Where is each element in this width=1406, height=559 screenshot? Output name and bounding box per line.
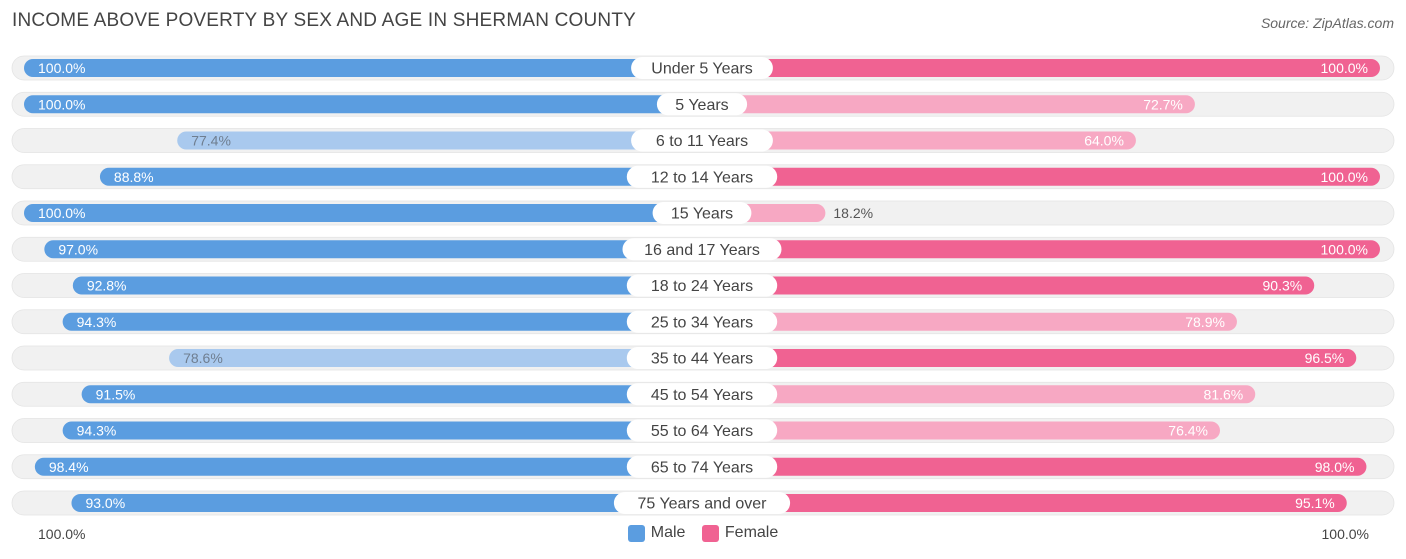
value-label-male: 94.3% (77, 423, 117, 439)
bar-male (99, 167, 703, 186)
legend-label-female: Female (724, 524, 779, 541)
value-label-male: 92.8% (87, 278, 127, 294)
value-label-female: 95.1% (1295, 495, 1335, 511)
value-label-male: 100.0% (38, 96, 85, 112)
category-label: 6 to 11 Years (656, 133, 748, 150)
source-credit: Source: ZipAtlas.com (1260, 15, 1394, 31)
legend-swatch-male (627, 524, 645, 542)
bar-female (702, 421, 1220, 440)
bar-female (702, 167, 1380, 186)
bar-female (702, 131, 1136, 150)
bar-male (71, 494, 702, 512)
axis-left-label: 100.0% (38, 526, 86, 542)
category-pill (626, 347, 778, 369)
category-label: 12 to 14 Years (651, 169, 753, 186)
value-label-male: 97.0% (58, 241, 98, 257)
bar-male (34, 457, 702, 476)
value-label-male: 100.0% (38, 205, 85, 221)
legend: Male Female (0, 524, 1406, 547)
category-label: 15 Years (671, 206, 733, 223)
value-label-male: 78.6% (183, 350, 223, 366)
bar-male (44, 240, 702, 259)
bar-female (702, 95, 1195, 114)
value-label-female: 81.6% (1204, 386, 1244, 402)
value-label-female: 100.0% (1321, 169, 1368, 185)
category-pill (626, 383, 778, 406)
value-label-male: 91.5% (96, 386, 136, 402)
legend-item-male: Male (627, 524, 686, 542)
value-label-male: 98.4% (49, 459, 89, 475)
value-label-female: 98.0% (1315, 459, 1355, 475)
value-label-female: 78.9% (1185, 314, 1225, 330)
category-pill (626, 274, 778, 297)
bar-male (24, 95, 702, 114)
bar-female (702, 349, 1357, 367)
axis-right-label: 100.0% (1321, 526, 1369, 542)
bar-female (702, 276, 1315, 295)
category-label: 55 to 64 Years (651, 423, 753, 440)
category-label: 5 Years (675, 97, 728, 114)
category-pill (613, 492, 791, 514)
category-pill (626, 419, 778, 442)
bar-male (177, 131, 702, 150)
value-label-female: 100.0% (1321, 60, 1368, 76)
bar-male (24, 204, 702, 222)
value-label-male: 100.0% (38, 60, 85, 76)
value-label-male: 94.3% (77, 314, 117, 330)
category-pill (652, 202, 752, 224)
chart-title: INCOME ABOVE POVERTY BY SEX AND AGE IN S… (12, 10, 637, 31)
category-pill (631, 129, 773, 152)
category-pill (656, 93, 748, 116)
value-label-female: 64.0% (1084, 133, 1124, 149)
legend-item-female: Female (701, 524, 779, 542)
category-pill (631, 57, 773, 79)
bar-male (72, 276, 703, 295)
category-label: 16 and 17 Years (644, 242, 760, 259)
value-label-male: 88.8% (114, 169, 154, 185)
category-pill (626, 310, 778, 333)
value-label-female: 72.7% (1143, 96, 1183, 112)
category-pill (626, 165, 778, 188)
legend-swatch-female (701, 524, 719, 542)
category-label: 75 Years and over (638, 496, 768, 513)
category-label: 45 to 54 Years (651, 387, 753, 404)
bar-male (169, 349, 703, 367)
bar-female (702, 494, 1347, 512)
bar-female (702, 457, 1367, 476)
value-label-male: 93.0% (85, 495, 125, 511)
bar-female (702, 312, 1237, 331)
category-pill (626, 455, 778, 478)
bar-male (24, 59, 702, 77)
value-label-female: 96.5% (1305, 350, 1345, 366)
bar-female (702, 385, 1256, 404)
category-label: 25 to 34 Years (651, 314, 753, 331)
diverging-bar-chart: 100.0% 100.0% Under 5 Years 100.0% 72.7% 5 Ye… (11, 55, 1395, 516)
value-label-female: 90.3% (1263, 278, 1303, 294)
bar-male (62, 312, 703, 331)
legend-label-male: Male (650, 524, 686, 541)
category-label: 65 to 74 Years (651, 459, 753, 476)
value-label-female: 76.4% (1168, 423, 1208, 439)
bar-female (702, 59, 1380, 77)
category-label: 18 to 24 Years (651, 278, 753, 295)
category-pill (622, 238, 782, 261)
value-label-male: 77.4% (191, 133, 231, 149)
bar-male (81, 385, 702, 404)
category-label: 35 to 44 Years (651, 351, 753, 368)
category-label: Under 5 Years (651, 61, 752, 78)
value-label-female: 100.0% (1321, 241, 1368, 257)
value-label-female: 18.2% (833, 205, 873, 221)
bar-male (62, 421, 703, 440)
bar-female (702, 240, 1380, 259)
